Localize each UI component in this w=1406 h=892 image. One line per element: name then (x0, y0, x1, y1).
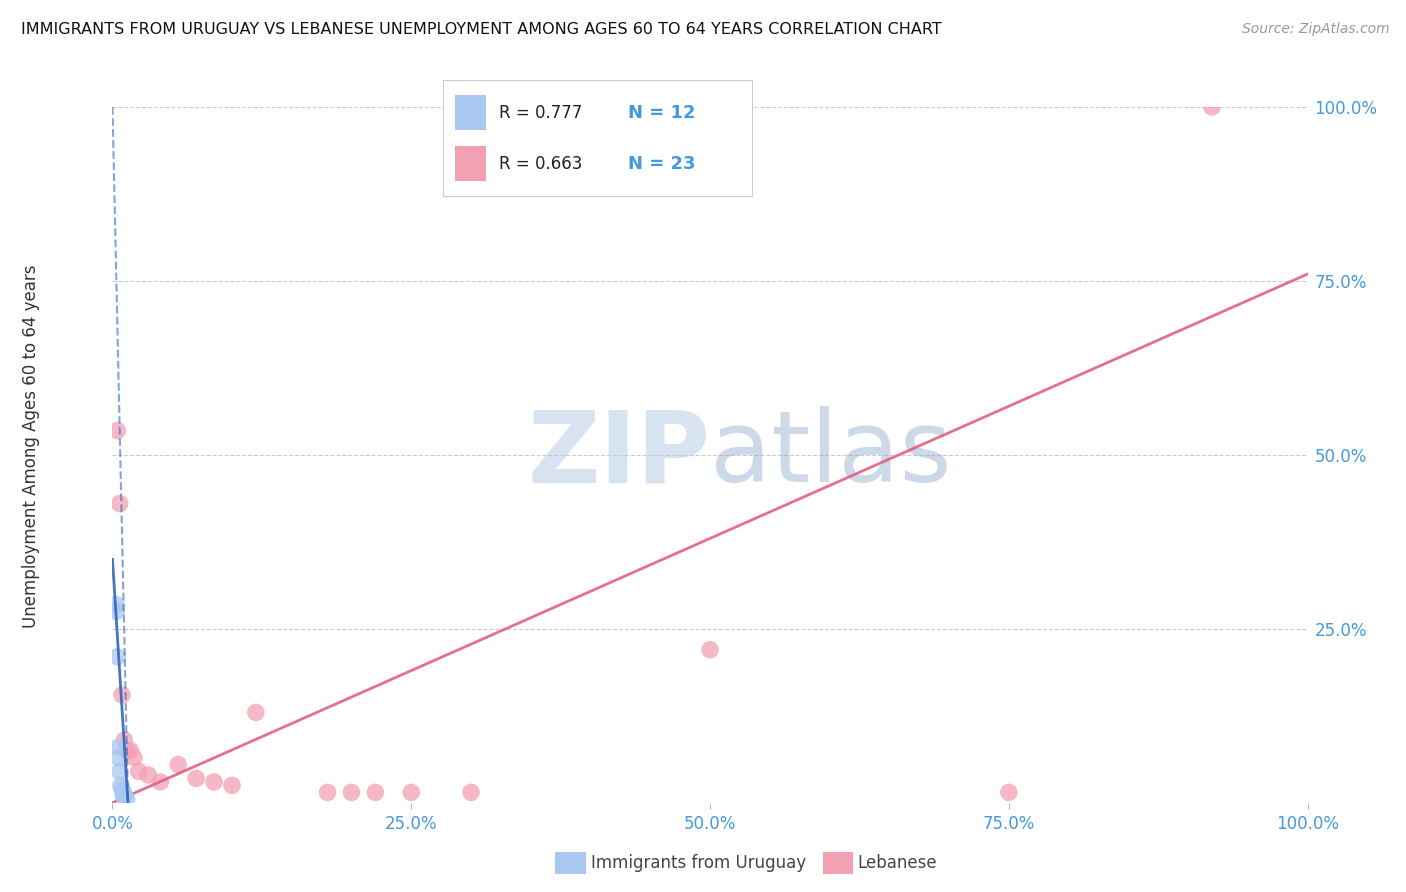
Point (699, 642, 721, 657)
Point (138, 768, 160, 782)
Point (149, 775, 172, 789)
Point (108, 497, 131, 511)
Point (186, 772, 208, 786)
FancyBboxPatch shape (456, 95, 486, 130)
Point (460, 785, 482, 799)
Point (316, 785, 339, 799)
Point (120, 744, 142, 758)
Point (112, 785, 135, 799)
Text: Source: ZipAtlas.com: Source: ZipAtlas.com (1241, 22, 1389, 37)
Point (122, 750, 145, 764)
Point (105, 598, 128, 612)
Point (105, 424, 128, 438)
Text: R = 0.663: R = 0.663 (499, 155, 582, 173)
Point (998, 785, 1021, 799)
Point (114, 733, 135, 747)
Text: IMMIGRANTS FROM URUGUAY VS LEBANESE UNEMPLOYMENT AMONG AGES 60 TO 64 YEARS CORRE: IMMIGRANTS FROM URUGUAY VS LEBANESE UNEM… (21, 22, 942, 37)
Text: Unemployment Among Ages 60 to 64 years: Unemployment Among Ages 60 to 64 years (22, 264, 39, 628)
Point (167, 757, 190, 772)
Text: N = 12: N = 12 (628, 103, 696, 121)
Point (245, 706, 267, 720)
Point (115, 792, 138, 806)
Point (105, 605, 128, 619)
Point (364, 785, 387, 799)
Point (115, 744, 138, 758)
Point (107, 740, 129, 755)
Point (107, 750, 129, 764)
Point (110, 778, 132, 792)
Point (128, 764, 150, 779)
Point (105, 649, 128, 664)
Text: R = 0.777: R = 0.777 (499, 103, 582, 121)
Text: N = 23: N = 23 (628, 155, 696, 173)
Point (111, 688, 134, 702)
Point (108, 764, 131, 779)
Text: ZIP: ZIP (527, 407, 710, 503)
Point (202, 775, 225, 789)
Point (114, 789, 135, 803)
FancyBboxPatch shape (456, 146, 486, 181)
Point (340, 785, 363, 799)
Point (401, 785, 423, 799)
Point (1201, 100, 1223, 114)
Text: Lebanese: Lebanese (858, 855, 938, 872)
Text: Immigrants from Uruguay: Immigrants from Uruguay (591, 855, 806, 872)
Text: atlas: atlas (710, 407, 952, 503)
Point (221, 778, 243, 792)
Point (111, 781, 134, 796)
Point (112, 789, 135, 803)
